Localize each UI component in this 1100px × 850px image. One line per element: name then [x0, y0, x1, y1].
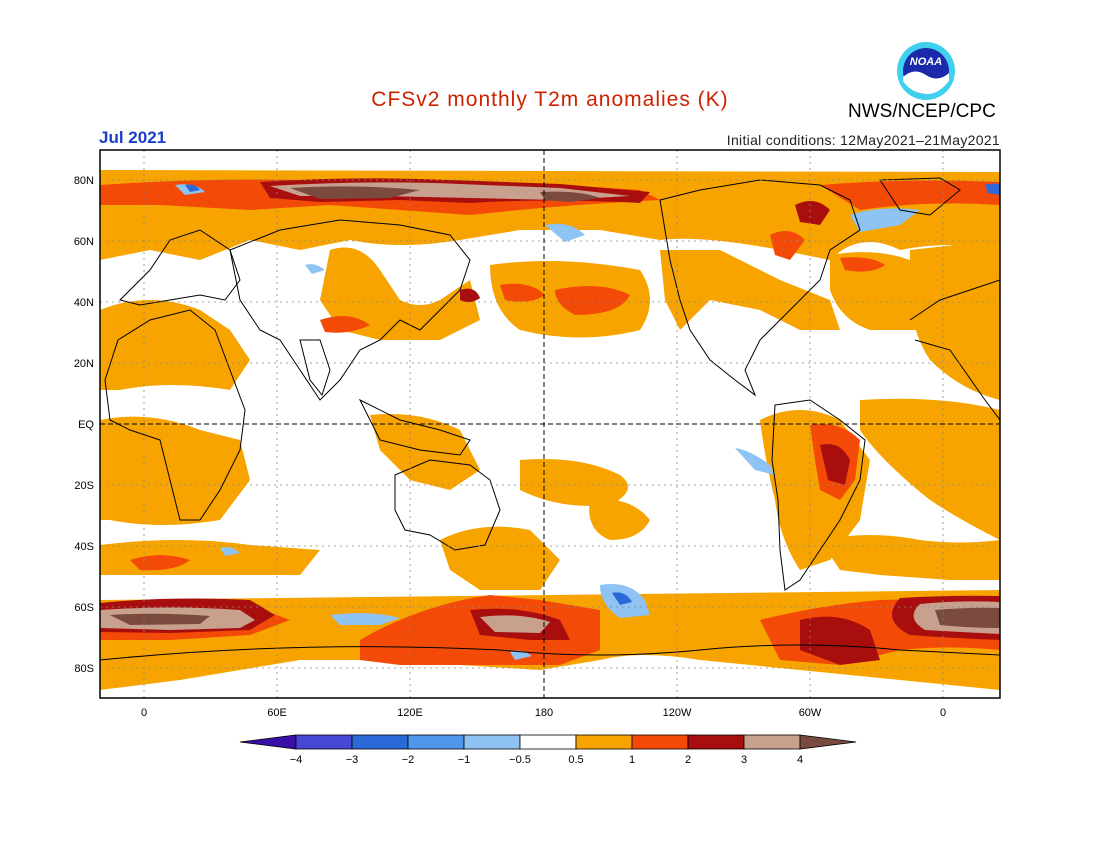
- colorbar-label: 2: [685, 754, 691, 766]
- coastlines: [100, 177, 1000, 661]
- organization-label: NWS/NCEP/CPC: [848, 101, 996, 122]
- anomaly-brown-regions: [110, 186, 1000, 628]
- lon-label: 120E: [397, 707, 423, 719]
- initial-conditions-label: Initial conditions: 12May2021–21May2021: [726, 132, 1000, 148]
- colorbar-label: −2: [402, 754, 415, 766]
- colorbar-segment: [575, 734, 633, 750]
- plot-frame: [99, 149, 1001, 699]
- graticule: [100, 150, 1000, 698]
- lon-label: 60E: [267, 707, 287, 719]
- lat-label: 60S: [74, 602, 94, 614]
- lon-label: 60W: [799, 707, 822, 719]
- lon-axis: 0 60E 120E 180 120W 60W 0: [141, 707, 946, 719]
- lat-label: 60N: [74, 236, 94, 248]
- colorbar-label: −1: [458, 754, 471, 766]
- lat-label: 80S: [74, 663, 94, 675]
- lon-label: 0: [141, 707, 147, 719]
- colorbar-segment: [743, 734, 801, 750]
- colorbar-segment: [463, 734, 521, 750]
- colorbar-arrow-high: [799, 734, 857, 750]
- anomaly-blue-regions: [185, 183, 1000, 605]
- colorbar-segment: [687, 734, 745, 750]
- noaa-logo: NOAA: [897, 42, 955, 100]
- colorbar-segment: [407, 734, 465, 750]
- logo-text: NOAA: [910, 56, 942, 68]
- colorbar-label: 3: [741, 754, 747, 766]
- lat-label: 80N: [74, 175, 94, 187]
- month-label: Jul 2021: [99, 128, 167, 147]
- lat-label: 40N: [74, 297, 94, 309]
- map-field: [100, 150, 1000, 698]
- colorbar: −4 −3 −2 −1 −0.5 0.5 1 2 3 4: [239, 734, 857, 766]
- colorbar-label: −4: [290, 754, 303, 766]
- lon-label: 120W: [663, 707, 692, 719]
- lat-label: 40S: [74, 541, 94, 553]
- colorbar-segment: [519, 734, 577, 750]
- lon-label: 0: [940, 707, 946, 719]
- colorbar-arrow-low: [239, 734, 297, 750]
- lon-label: 180: [535, 707, 553, 719]
- lat-label: 20N: [74, 358, 94, 370]
- lat-axis: 80N 60N 40N 20N EQ 20S 40S 60S 80S: [74, 175, 95, 675]
- lat-label: EQ: [78, 419, 94, 431]
- colorbar-label: 0.5: [568, 754, 583, 766]
- colorbar-segment: [295, 734, 353, 750]
- colorbar-label: −3: [346, 754, 359, 766]
- map-title: CFSv2 monthly T2m anomalies (K): [371, 88, 729, 111]
- colorbar-label: 4: [797, 754, 803, 766]
- lat-label: 20S: [74, 480, 94, 492]
- colorbar-segment: [631, 734, 689, 750]
- colorbar-label: −0.5: [509, 754, 531, 766]
- colorbar-segment: [351, 734, 409, 750]
- colorbar-label: 1: [629, 754, 635, 766]
